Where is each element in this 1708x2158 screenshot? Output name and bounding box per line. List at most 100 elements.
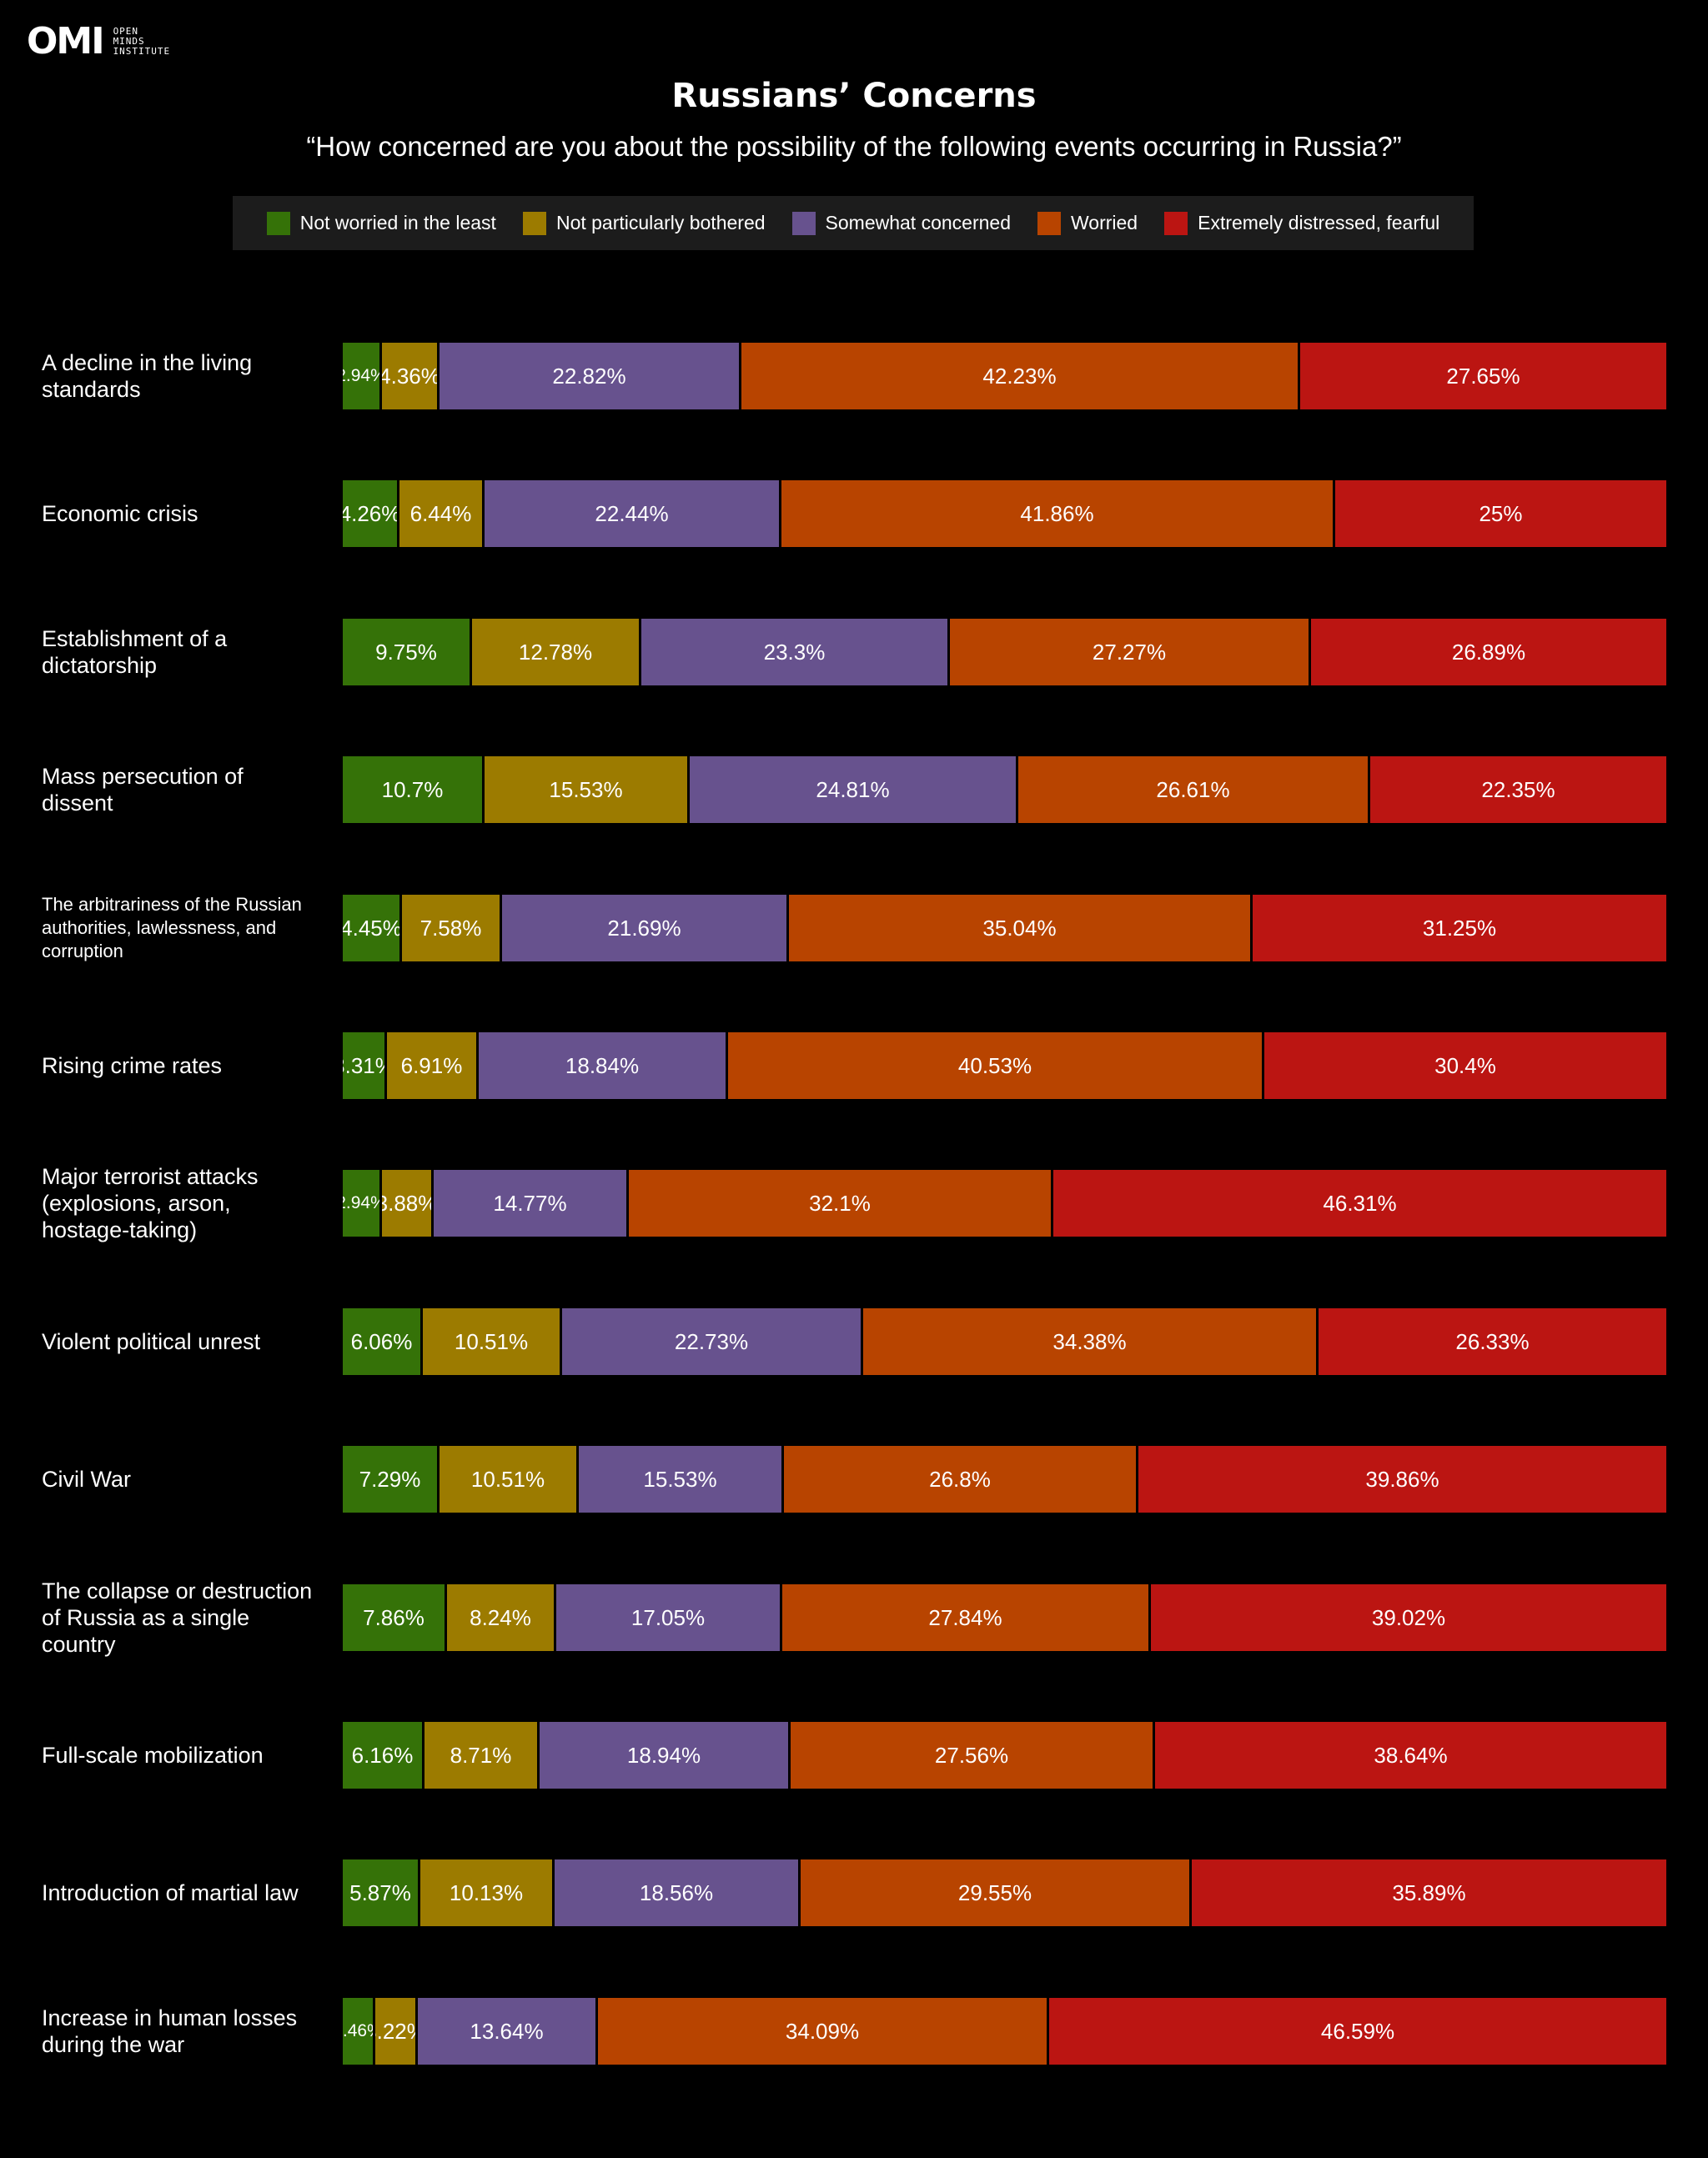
bar-segment: 26.8% <box>784 1446 1138 1513</box>
category-label: Civil War <box>42 1467 131 1492</box>
category-label: The collapse or destruction of Russia as… <box>42 1578 313 1657</box>
category-label: Introduction of martial law <box>42 1880 299 1905</box>
omi-logo: OMI OPEN MINDS INSTITUTE <box>27 23 170 60</box>
bar-segment: 27.56% <box>791 1722 1155 1789</box>
legend-swatch <box>266 211 290 235</box>
bar-segment: 18.94% <box>540 1722 791 1789</box>
legend-label: Not particularly bothered <box>555 212 766 233</box>
bar-segment: 6.06% <box>343 1308 423 1375</box>
stacked-bar: 9.75% 12.78% 23.3% 27.27% 26.89% <box>343 619 1666 685</box>
bar-segment: 24.81% <box>690 756 1018 823</box>
stacked-bar: 4.45% 7.58% 21.69% 35.04% 31.25% <box>343 895 1666 961</box>
bar-segment: 35.89% <box>1192 1859 1666 1926</box>
bar-segment: 3.22% <box>375 1998 418 2065</box>
bar-segment: 26.61% <box>1018 756 1370 823</box>
bar-segment: 26.89% <box>1311 619 1666 685</box>
stacked-bar: 2.94%3.88%14.77%32.1%46.31% <box>343 1170 1666 1237</box>
bar-segment: 38.64% <box>1155 1722 1666 1789</box>
bar-segment: 17.05% <box>556 1584 782 1651</box>
bar-segment: 35.04% <box>789 895 1253 961</box>
bar-segment: 41.86% <box>781 480 1335 547</box>
bar-segment: 40.53% <box>728 1032 1264 1099</box>
bar-segment: 29.55% <box>801 1859 1192 1926</box>
bar-segment: 42.23% <box>741 343 1300 409</box>
legend-swatch <box>791 211 816 235</box>
bar-segment: 22.73% <box>562 1308 863 1375</box>
bar-segment: 39.02% <box>1151 1584 1666 1651</box>
bar-segment: 12.78% <box>472 619 641 685</box>
bar-segment: 5.87% <box>343 1859 420 1926</box>
legend-label: Somewhat concerned <box>825 212 1011 233</box>
legend-swatch <box>1037 211 1061 235</box>
bar-segment: 8.71% <box>424 1722 540 1789</box>
category-label: Economic crisis <box>42 501 198 526</box>
bar-segment: 18.56% <box>555 1859 801 1926</box>
bar-segment: 8.24% <box>447 1584 556 1651</box>
stacked-bar: 2.46%3.22%13.64%34.09%46.59% <box>343 1998 1666 2065</box>
bar-segment: 7.58% <box>402 895 502 961</box>
chart-subtitle: “How concerned are you about the possibi… <box>306 131 1402 162</box>
category-label: Increase in human losses during the war <box>42 2005 298 2057</box>
bar-segment: 3.88% <box>382 1170 434 1237</box>
bar-segment: 27.65% <box>1300 343 1666 409</box>
stacked-bar: 7.86% 8.24% 17.05% 27.84% 39.02% <box>343 1584 1666 1651</box>
bar-segment: 22.82% <box>440 343 741 409</box>
bar-segment: 4.36% <box>382 343 440 409</box>
bar-segment: 10.7% <box>343 756 485 823</box>
bar-segment: 27.84% <box>782 1584 1151 1651</box>
bar-segment: 6.91% <box>387 1032 479 1099</box>
legend-item: Somewhat concerned <box>791 211 1011 235</box>
bar-segment: 7.86% <box>343 1584 447 1651</box>
bar-segment: 25% <box>1335 480 1666 547</box>
stacked-bar: 5.87% 10.13% 18.56% 29.55% 35.89% <box>343 1859 1666 1926</box>
category-label: Violent political unrest <box>42 1329 261 1354</box>
category-label: Establishment of a dictatorship <box>42 626 228 678</box>
bar-segment: 15.53% <box>485 756 690 823</box>
bar-segment: 23.3% <box>641 619 950 685</box>
category-label: The arbitrariness of the Russian authori… <box>42 894 302 961</box>
bar-segment: 22.44% <box>485 480 781 547</box>
bar-segment: 46.59% <box>1049 1998 1666 2065</box>
bar-segment: 10.51% <box>423 1308 562 1375</box>
logo-mark: OMI <box>27 20 105 63</box>
category-label: Rising crime rates <box>42 1053 223 1078</box>
bar-segment: 39.86% <box>1138 1446 1666 1513</box>
stacked-bar: 4.26% 6.44% 22.44% 41.86% 25% <box>343 480 1666 547</box>
bar-segment: 2.94% <box>343 1170 382 1237</box>
legend-item: Not particularly bothered <box>522 211 766 235</box>
bar-segment: 46.31% <box>1053 1170 1666 1237</box>
bar-segment: 4.45% <box>343 895 402 961</box>
bar-segment: 10.13% <box>420 1859 555 1926</box>
legend-item: Extremely distressed, fearful <box>1164 211 1440 235</box>
bar-segment: 32.1% <box>629 1170 1053 1237</box>
bar-segment: 27.27% <box>950 619 1311 685</box>
bar-segment: 34.38% <box>863 1308 1319 1375</box>
bar-segment: 3.31% <box>343 1032 387 1099</box>
legend-label: Worried <box>1071 212 1138 233</box>
category-label: Major terrorist attacks (explosions, ars… <box>42 1164 259 1242</box>
stacked-bar: 6.16% 8.71% 18.94% 27.56% 38.64% <box>343 1722 1666 1789</box>
stacked-bar: 6.06% 10.51% 22.73% 34.38% 26.33% <box>343 1308 1666 1375</box>
bar-segment: 30.4% <box>1264 1032 1666 1099</box>
stacked-bar: 3.31%6.91%18.84%40.53%30.4% <box>343 1032 1666 1099</box>
stacked-bar: 7.29% 10.51% 15.53% 26.8% 39.86% <box>343 1446 1666 1513</box>
legend-swatch <box>1164 211 1188 235</box>
legend-label: Extremely distressed, fearful <box>1198 212 1440 233</box>
bar-segment: 2.94% <box>343 343 382 409</box>
bar-segment: 6.44% <box>399 480 485 547</box>
bar-segment: 7.29% <box>343 1446 440 1513</box>
legend-item: Worried <box>1037 211 1138 235</box>
bar-segment: 9.75% <box>343 619 472 685</box>
bar-segment: 14.77% <box>434 1170 629 1237</box>
legend-swatch <box>522 211 546 235</box>
legend-label: Not worried in the least <box>299 212 496 233</box>
bar-segment: 4.26% <box>343 480 399 547</box>
bar-segment: 10.51% <box>440 1446 579 1513</box>
bar-segment: 18.84% <box>479 1032 728 1099</box>
bar-segment: 15.53% <box>579 1446 784 1513</box>
chart-legend: Not worried in the least Not particularly… <box>233 196 1474 250</box>
bar-segment: 26.33% <box>1319 1308 1666 1375</box>
bar-segment: 22.35% <box>1370 756 1666 823</box>
stacked-bar: 10.7% 15.53% 24.81% 26.61% 22.35% <box>343 756 1666 823</box>
